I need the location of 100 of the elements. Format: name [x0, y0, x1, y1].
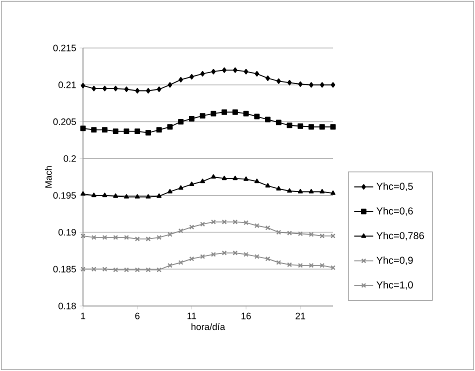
point: [113, 234, 118, 240]
point: [91, 127, 97, 133]
point: [112, 128, 118, 134]
point: [146, 236, 151, 242]
x-tick-label: 16: [242, 312, 251, 320]
point: [232, 250, 238, 256]
point: [167, 232, 172, 237]
point: [222, 67, 227, 73]
point: [189, 182, 194, 186]
point: [146, 88, 150, 94]
point: [276, 230, 282, 235]
legend-label: Yhc=1,0: [376, 281, 413, 290]
point: [156, 193, 162, 198]
point: [91, 234, 96, 240]
point: [102, 234, 108, 240]
y-axis-title: Mach: [44, 166, 52, 188]
point: [254, 178, 260, 184]
y-tick-label: 0.185: [53, 266, 76, 272]
point: [211, 68, 216, 74]
point: [298, 231, 303, 236]
point: [232, 176, 238, 180]
y-tick-label: 0.2: [64, 155, 76, 162]
point: [244, 68, 248, 74]
point: [124, 234, 129, 240]
point: [320, 233, 325, 238]
point: [254, 114, 260, 120]
point: [243, 110, 249, 116]
point: [330, 82, 336, 88]
point: [168, 82, 172, 88]
point: [124, 128, 130, 134]
point: [80, 126, 86, 132]
point: [124, 194, 129, 199]
point: [102, 86, 107, 92]
point: [222, 219, 227, 224]
point: [276, 120, 282, 126]
point: [102, 192, 108, 198]
point: [178, 76, 184, 82]
x-axis-title: hora/día: [192, 323, 226, 330]
point: [320, 262, 325, 268]
point: [222, 250, 227, 256]
point: [178, 118, 184, 124]
legend-label: Yhc=0,786: [376, 232, 424, 240]
point: [178, 185, 184, 190]
point: [308, 262, 314, 268]
point: [134, 194, 140, 199]
point: [92, 86, 96, 92]
point: [254, 223, 260, 228]
point: [265, 225, 270, 230]
x-tick-label: 21: [296, 312, 306, 320]
point: [330, 124, 336, 130]
point: [287, 230, 292, 236]
point: [189, 74, 194, 80]
point: [102, 127, 108, 133]
point: [254, 254, 260, 260]
point: [156, 86, 162, 92]
x-tick-label: 11: [188, 312, 196, 320]
legend-label: Yhc=0,6: [376, 207, 413, 216]
point: [145, 130, 151, 136]
point: [265, 116, 271, 122]
y-tick-label: 0.195: [53, 192, 76, 199]
point: [298, 81, 303, 87]
point: [168, 189, 172, 194]
point: [286, 122, 292, 128]
y-tick-label: 0.21: [58, 82, 76, 88]
point: [210, 252, 216, 257]
point: [298, 123, 304, 129]
point: [156, 267, 162, 272]
point: [244, 220, 249, 226]
point: [200, 254, 206, 260]
point: [222, 109, 228, 115]
point: [232, 109, 238, 115]
point: [113, 267, 118, 272]
y-tick-label: 0.19: [58, 228, 76, 236]
y-tick-label: 0.205: [53, 118, 76, 126]
point: [287, 262, 292, 268]
point: [244, 252, 249, 257]
point: [308, 232, 314, 237]
point: [330, 190, 336, 195]
point: [189, 256, 194, 262]
point: [309, 82, 314, 88]
point: [167, 124, 173, 130]
point: [134, 267, 140, 272]
legend-label: Yhc=0,9: [376, 256, 413, 265]
point: [232, 67, 238, 73]
point: [156, 127, 162, 133]
point: [254, 71, 260, 77]
x-tick-label: 6: [135, 312, 140, 320]
point: [320, 82, 324, 88]
point: [91, 266, 96, 272]
point: [113, 193, 118, 198]
point: [200, 71, 205, 77]
point: [80, 82, 86, 88]
point: [134, 236, 140, 242]
point: [265, 256, 270, 262]
point: [276, 186, 282, 190]
y-tick-label: 0.18: [58, 302, 76, 310]
point: [135, 88, 140, 94]
point: [200, 178, 206, 184]
point: [178, 228, 184, 234]
point: [276, 260, 282, 265]
